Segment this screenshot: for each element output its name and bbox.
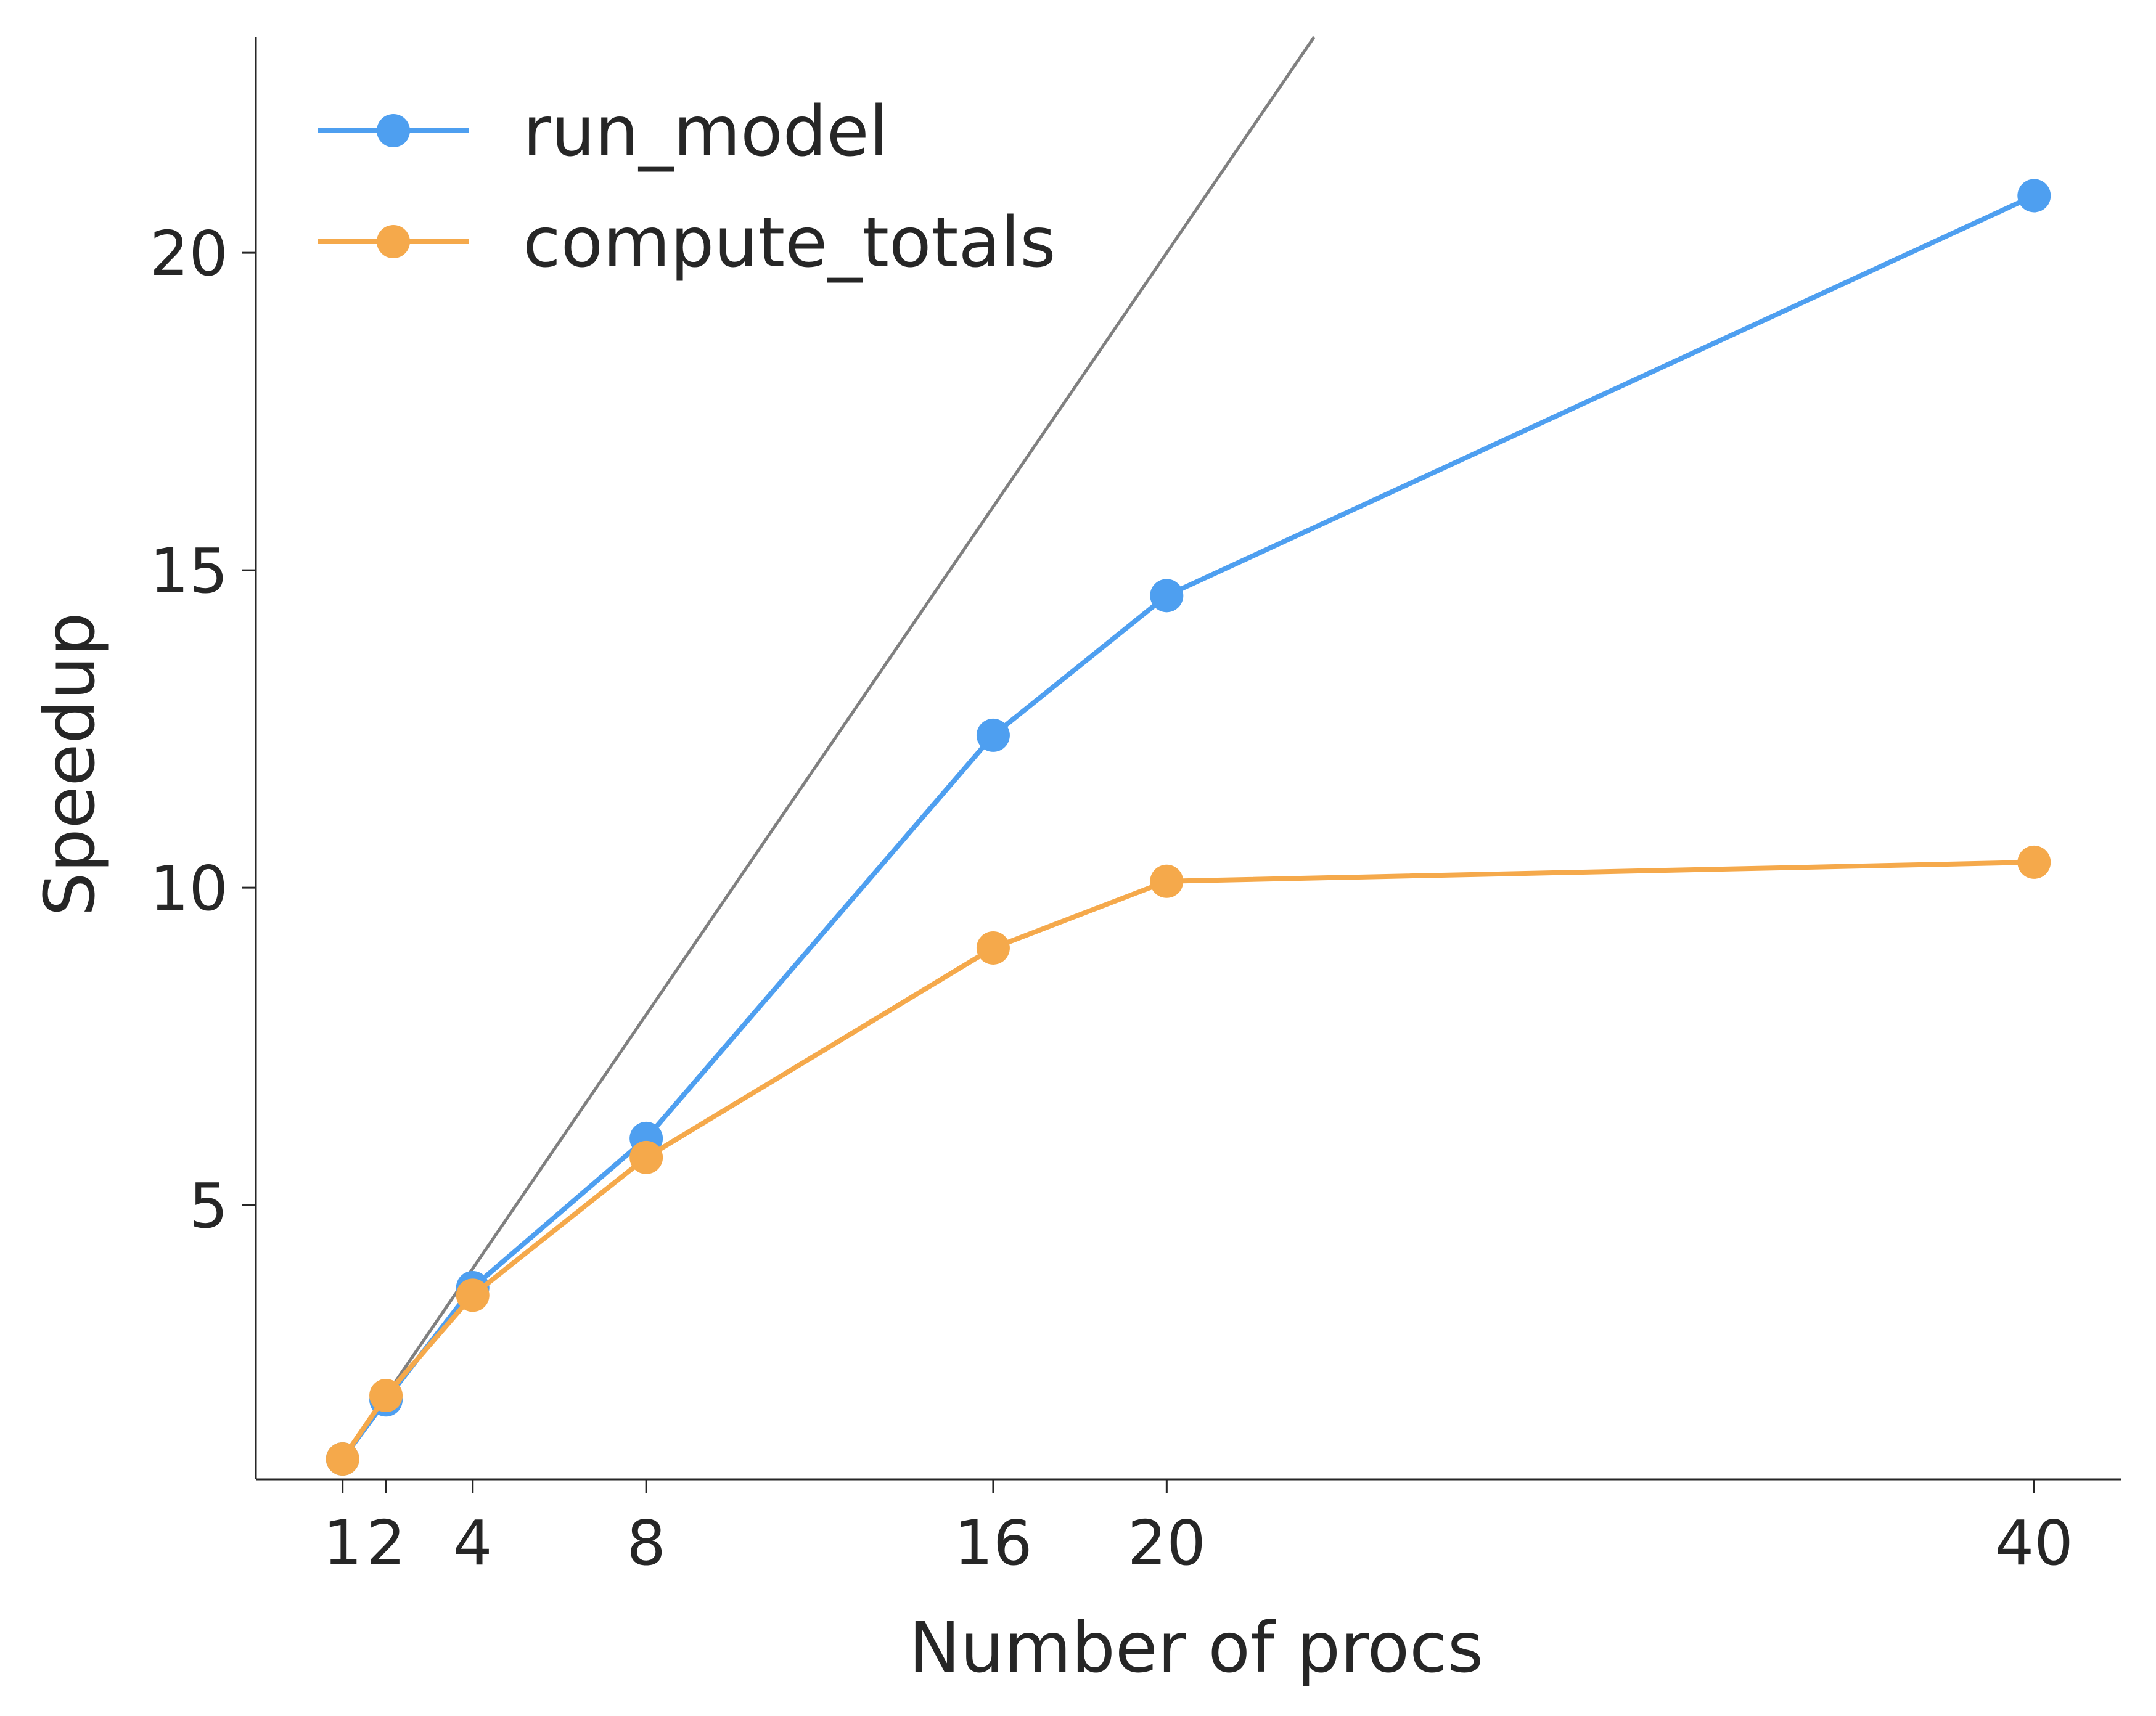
- series-line-run-model: [340, 193, 2035, 1461]
- legend-label-compute-totals: compute_totals: [523, 203, 1056, 283]
- reference-line: [341, 36, 1316, 1460]
- x-tick-label: 20: [1128, 1507, 1206, 1579]
- data-point-compute-totals: [629, 1140, 663, 1174]
- x-tick-label: 2: [366, 1507, 406, 1579]
- data-point-run-model: [1150, 579, 1184, 613]
- data-point-compute-totals: [976, 931, 1010, 965]
- x-tick-label: 8: [626, 1507, 666, 1579]
- legend: run_model compute_totals: [318, 92, 1056, 283]
- series-line-compute-totals: [340, 859, 2035, 1461]
- ticks: 1 2 4 8 16 20 40 5 10 15 20: [150, 218, 2073, 1579]
- data-point-compute-totals: [2017, 845, 2051, 879]
- x-tick-label: 4: [453, 1507, 493, 1579]
- data-point-run-model: [976, 718, 1010, 752]
- legend-marker-run-model: [377, 114, 410, 147]
- x-tick-label: 16: [954, 1507, 1032, 1579]
- data-point-compute-totals: [456, 1278, 490, 1312]
- legend-label-run-model: run_model: [523, 92, 888, 172]
- y-tick-label: 20: [150, 218, 228, 290]
- x-tick-label: 1: [323, 1507, 363, 1579]
- reference-line-group: [341, 36, 1316, 1460]
- data-point-compute-totals: [326, 1442, 359, 1476]
- legend-marker-compute-totals: [377, 225, 410, 258]
- y-tick-label: 5: [189, 1170, 228, 1242]
- y-tick-label: 10: [150, 852, 228, 925]
- x-axis-label: Number of procs: [909, 1608, 1483, 1688]
- series-group: [326, 179, 2051, 1476]
- x-tick-label: 40: [1995, 1507, 2073, 1579]
- y-axis-label: Speedup: [30, 612, 110, 916]
- data-point-compute-totals: [1150, 864, 1184, 898]
- y-tick-label: 15: [150, 535, 228, 607]
- axes: [255, 37, 2121, 1481]
- data-point-compute-totals: [369, 1379, 403, 1413]
- data-point-run-model: [2017, 179, 2051, 213]
